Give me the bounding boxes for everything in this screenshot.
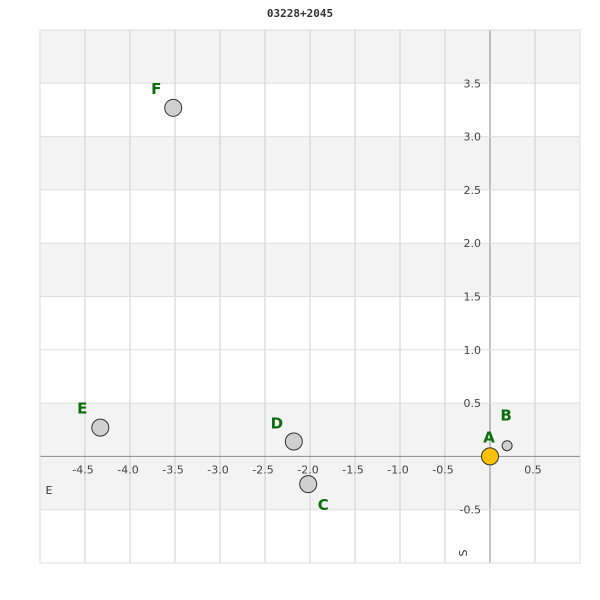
y-tick-label: 0.5 (464, 397, 482, 410)
point-label-C: C (318, 496, 329, 514)
point-F (164, 98, 183, 117)
y-tick-label: 3.5 (464, 77, 482, 90)
x-axis-label: E (46, 484, 53, 497)
point-label-D: D (271, 414, 283, 432)
point-label-F: F (151, 80, 161, 98)
point-E (91, 418, 110, 437)
x-tick-label: -4.5 (72, 463, 93, 476)
x-tick-label: -2.5 (252, 463, 273, 476)
x-tick-label: -0.5 (432, 463, 453, 476)
x-tick-label: -1.0 (387, 463, 408, 476)
point-C (299, 475, 318, 494)
point-D (284, 432, 303, 451)
x-tick-label: 0.5 (524, 463, 542, 476)
x-tick-label: -3.5 (162, 463, 183, 476)
x-tick-label: -3.0 (207, 463, 228, 476)
point-label-B: B (500, 407, 511, 425)
point-label-E: E (77, 400, 87, 418)
x-tick-label: -2.0 (297, 463, 318, 476)
y-tick-label: 2.0 (464, 237, 482, 250)
point-A (481, 447, 499, 466)
y-tick-label: 2.5 (464, 184, 482, 197)
chart-title: 03228+2045 (267, 7, 333, 20)
point-B (501, 440, 513, 452)
y-axis-label: S (457, 549, 470, 556)
y-tick-label: -0.5 (460, 504, 481, 517)
plot-border (39, 29, 581, 564)
x-tick-label: -1.5 (342, 463, 363, 476)
y-tick-label: 1.0 (464, 344, 482, 357)
point-label-A: A (483, 428, 495, 446)
x-tick-label: -4.0 (117, 463, 138, 476)
y-tick-label: 3.0 (464, 131, 482, 144)
y-tick-label: 1.5 (464, 291, 482, 304)
